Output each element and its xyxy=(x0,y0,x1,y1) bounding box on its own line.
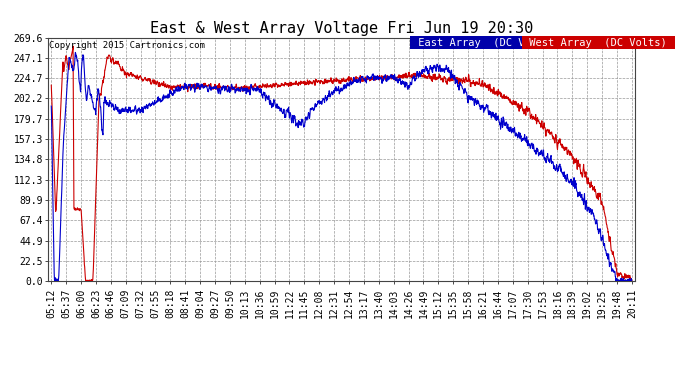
Text: West Array  (DC Volts): West Array (DC Volts) xyxy=(524,38,673,48)
Text: East Array  (DC Volts): East Array (DC Volts) xyxy=(412,38,562,48)
Text: Copyright 2015 Cartronics.com: Copyright 2015 Cartronics.com xyxy=(50,41,206,50)
Title: East & West Array Voltage Fri Jun 19 20:30: East & West Array Voltage Fri Jun 19 20:… xyxy=(150,21,533,36)
